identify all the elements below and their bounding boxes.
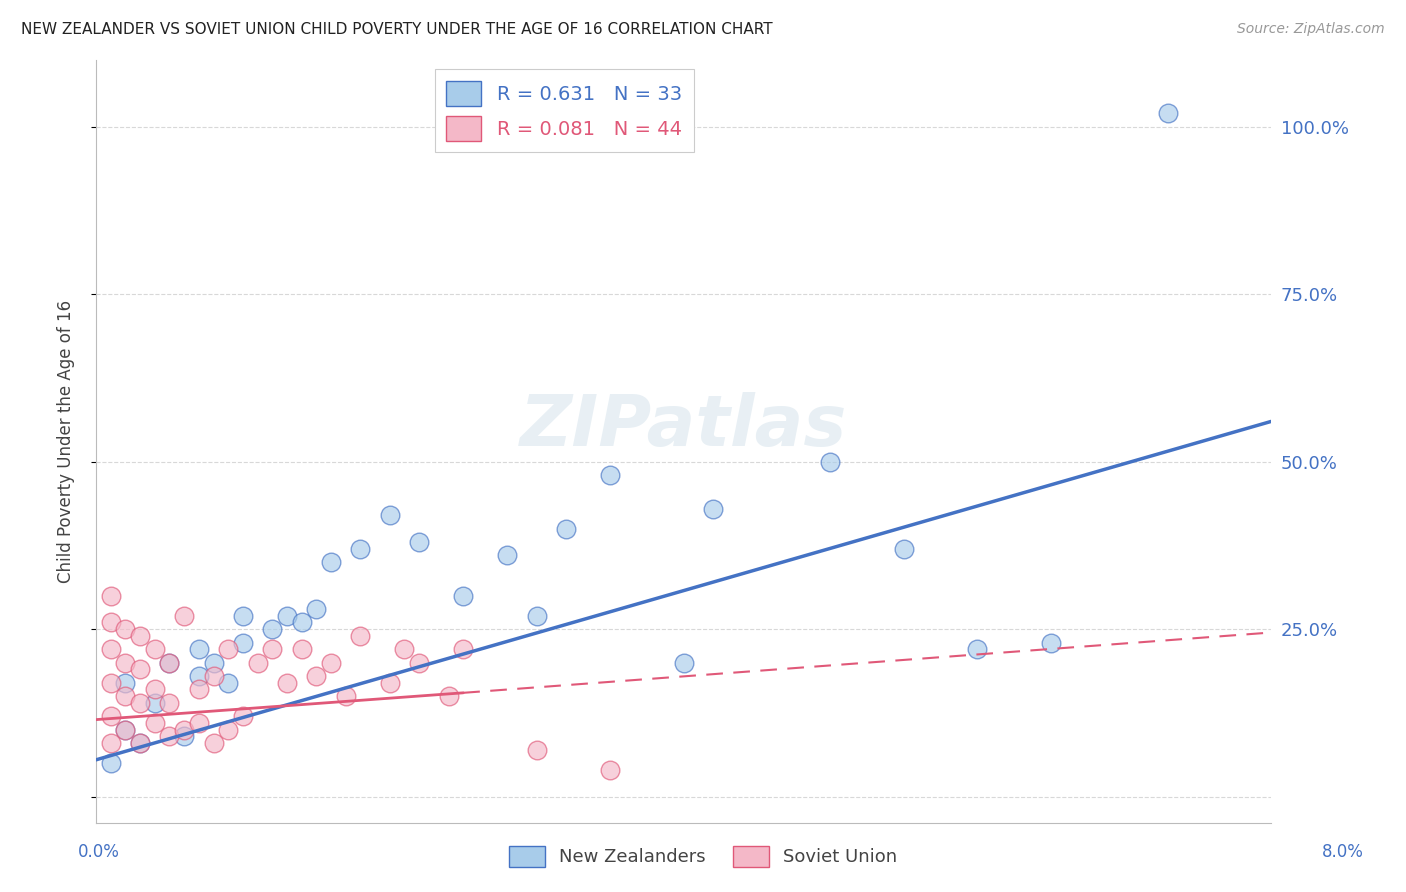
Point bbox=[262, 642, 284, 657]
Point bbox=[305, 669, 328, 683]
Legend: New Zealanders, Soviet Union: New Zealanders, Soviet Union bbox=[502, 838, 904, 874]
Point bbox=[100, 709, 122, 723]
Point bbox=[114, 622, 136, 636]
Point bbox=[1039, 635, 1062, 649]
Point bbox=[319, 656, 342, 670]
Point bbox=[129, 736, 152, 750]
Point bbox=[159, 730, 181, 744]
Point bbox=[232, 635, 254, 649]
Y-axis label: Child Poverty Under the Age of 16: Child Poverty Under the Age of 16 bbox=[58, 300, 75, 583]
Point bbox=[217, 675, 239, 690]
Point bbox=[246, 656, 269, 670]
Point bbox=[100, 756, 122, 771]
Point bbox=[187, 642, 209, 657]
Point bbox=[526, 608, 548, 623]
Point bbox=[100, 589, 122, 603]
Point bbox=[217, 642, 239, 657]
Point bbox=[496, 549, 519, 563]
Point bbox=[291, 615, 314, 630]
Point bbox=[276, 608, 298, 623]
Point bbox=[291, 642, 314, 657]
Point bbox=[129, 696, 152, 710]
Point bbox=[232, 709, 254, 723]
Point bbox=[262, 622, 284, 636]
Point bbox=[173, 723, 195, 737]
Point bbox=[702, 501, 724, 516]
Point bbox=[437, 689, 460, 703]
Point bbox=[159, 656, 181, 670]
Point bbox=[202, 656, 225, 670]
Point bbox=[100, 736, 122, 750]
Point bbox=[217, 723, 239, 737]
Point bbox=[526, 743, 548, 757]
Point bbox=[276, 675, 298, 690]
Point bbox=[114, 689, 136, 703]
Point bbox=[408, 656, 430, 670]
Point bbox=[319, 555, 342, 569]
Point bbox=[451, 642, 474, 657]
Point bbox=[335, 689, 357, 703]
Text: NEW ZEALANDER VS SOVIET UNION CHILD POVERTY UNDER THE AGE OF 16 CORRELATION CHAR: NEW ZEALANDER VS SOVIET UNION CHILD POVE… bbox=[21, 22, 773, 37]
Point bbox=[408, 535, 430, 549]
Point bbox=[599, 468, 621, 483]
Point bbox=[305, 602, 328, 616]
Point bbox=[187, 669, 209, 683]
Point bbox=[143, 642, 166, 657]
Point bbox=[159, 656, 181, 670]
Point bbox=[349, 541, 371, 556]
Point bbox=[451, 589, 474, 603]
Text: ZIPatlas: ZIPatlas bbox=[520, 392, 848, 461]
Point bbox=[555, 522, 578, 536]
Point bbox=[599, 763, 621, 777]
Point bbox=[672, 656, 695, 670]
Text: 0.0%: 0.0% bbox=[77, 843, 120, 861]
Point bbox=[232, 608, 254, 623]
Legend: R = 0.631   N = 33, R = 0.081   N = 44: R = 0.631 N = 33, R = 0.081 N = 44 bbox=[434, 70, 693, 153]
Point bbox=[893, 541, 915, 556]
Point bbox=[129, 662, 152, 676]
Point bbox=[187, 716, 209, 731]
Point bbox=[202, 669, 225, 683]
Point bbox=[394, 642, 416, 657]
Point bbox=[202, 736, 225, 750]
Text: 8.0%: 8.0% bbox=[1322, 843, 1364, 861]
Point bbox=[114, 723, 136, 737]
Point bbox=[114, 723, 136, 737]
Point bbox=[143, 716, 166, 731]
Point bbox=[129, 736, 152, 750]
Point bbox=[100, 675, 122, 690]
Point bbox=[129, 629, 152, 643]
Point bbox=[966, 642, 988, 657]
Point bbox=[100, 615, 122, 630]
Point bbox=[143, 682, 166, 697]
Point bbox=[187, 682, 209, 697]
Point bbox=[173, 608, 195, 623]
Text: Source: ZipAtlas.com: Source: ZipAtlas.com bbox=[1237, 22, 1385, 37]
Point bbox=[349, 629, 371, 643]
Point bbox=[820, 455, 842, 469]
Point bbox=[100, 642, 122, 657]
Point bbox=[378, 508, 401, 523]
Point bbox=[159, 696, 181, 710]
Point bbox=[114, 675, 136, 690]
Point bbox=[173, 730, 195, 744]
Point bbox=[143, 696, 166, 710]
Point bbox=[1157, 106, 1180, 120]
Point bbox=[114, 656, 136, 670]
Point bbox=[378, 675, 401, 690]
